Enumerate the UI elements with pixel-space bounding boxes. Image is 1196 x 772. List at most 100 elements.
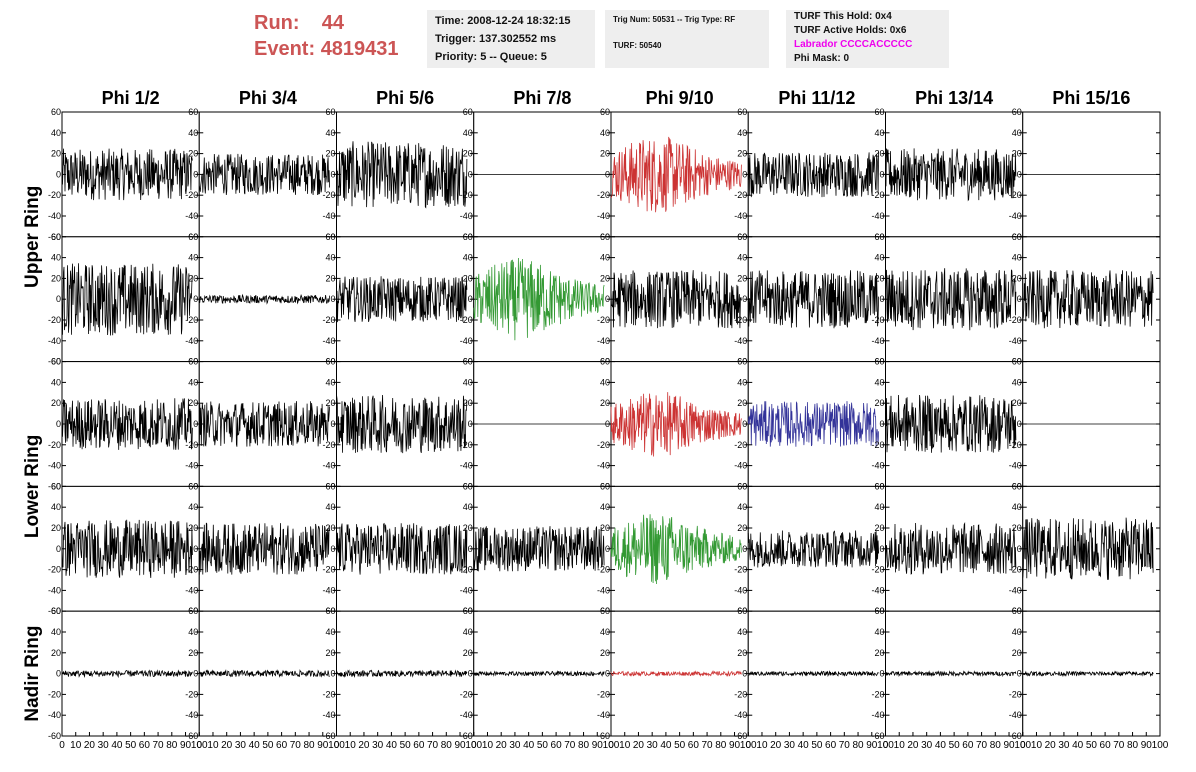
y-tick-label: 0 [879,544,884,554]
y-tick-label: 60 [874,481,884,491]
y-tick-label: 40 [51,253,61,263]
y-tick-label: -20 [460,315,473,325]
y-tick-label: -20 [185,190,198,200]
y-tick-label: -40 [871,211,884,221]
x-tick-label: 10 [894,740,906,751]
y-tick-label: 0 [330,419,335,429]
y-tick-label: 20 [463,273,473,283]
waveform-trace [61,263,193,336]
x-tick-label: 0 [59,740,65,751]
y-tick-label: 20 [600,398,610,408]
waveform-trace [198,401,330,447]
x-tick-label: 60 [413,740,425,751]
run-event-header: Run: 44 Event: 4819431 [254,10,399,62]
y-tick-label: -40 [871,585,884,595]
y-tick-label: -40 [48,336,61,346]
y-tick-label: 60 [463,481,473,491]
y-tick-label: 20 [51,523,61,533]
waveform-trace [885,521,1017,575]
y-tick-label: 40 [51,377,61,387]
y-tick-label: 20 [737,523,747,533]
x-tick-label: 60 [688,740,700,751]
y-tick-label: -20 [322,689,335,699]
y-tick-label: -40 [597,710,610,720]
waveform-trace [61,669,193,679]
y-tick-label: -20 [871,689,884,699]
trigger-text: Trigger: 137.302552 ms [435,33,557,45]
waveform-trace [61,148,193,201]
y-tick-label: -20 [322,315,335,325]
y-tick-label: 20 [463,398,473,408]
y-tick-label: 0 [1017,169,1022,179]
y-tick-label: -60 [48,232,61,242]
x-tick-label: 80 [578,740,590,751]
waveform-trace [336,669,468,678]
y-tick-label: 60 [188,606,198,616]
y-tick-label: 60 [1012,232,1022,242]
turf-info-box: TURF This Hold: 0x4 TURF Active Holds: 0… [786,10,949,68]
y-tick-label: 20 [874,523,884,533]
y-tick-label: -20 [1009,689,1022,699]
y-tick-label: -20 [460,565,473,575]
x-tick-label: 10 [70,740,82,751]
y-tick-label: 20 [188,523,198,533]
x-tick-label: 40 [660,740,672,751]
time-text: Time: 2008-12-24 18:32:15 [435,15,571,27]
y-tick-label: -40 [871,710,884,720]
y-tick-label: 0 [879,294,884,304]
y-tick-label: 20 [600,648,610,658]
y-tick-label: 60 [737,107,747,117]
y-tick-label: 60 [325,357,335,367]
y-tick-label: 40 [1012,128,1022,138]
x-tick-label: 20 [1045,740,1057,751]
y-tick-label: -40 [460,211,473,221]
waveform-trace [61,519,193,578]
y-tick-label: 20 [325,149,335,159]
y-tick-label: -20 [322,190,335,200]
x-tick-label: 10 [345,740,357,751]
y-tick-label: 20 [51,149,61,159]
waveform-trace [61,398,193,450]
y-tick-label: 60 [463,232,473,242]
y-tick-label: 60 [600,107,610,117]
waveform-trace [198,669,330,678]
y-tick-label: 20 [737,273,747,283]
priority-text: Priority: 5 -- Queue: 5 [435,51,547,63]
turf-num-text: TURF: 50540 [613,41,662,50]
y-tick-label: 60 [51,606,61,616]
y-tick-label: 0 [605,169,610,179]
y-tick-label: 0 [330,544,335,554]
y-tick-label: -20 [734,190,747,200]
waveform-trace [336,394,468,454]
x-tick-label: 80 [1127,740,1139,751]
y-tick-label: -60 [734,731,747,741]
y-tick-label: -40 [185,211,198,221]
y-tick-label: -20 [1009,315,1022,325]
y-tick-label: 40 [188,377,198,387]
y-tick-label: 0 [468,294,473,304]
waveform-trace [610,136,742,213]
x-tick-label: 20 [770,740,782,751]
y-tick-label: 0 [1017,544,1022,554]
y-tick-label: 0 [193,169,198,179]
x-tick-label: 40 [249,740,261,751]
x-tick-label: 0 [745,740,751,751]
y-tick-label: 60 [1012,606,1022,616]
y-tick-label: -20 [48,565,61,575]
y-tick-label: 40 [463,128,473,138]
x-tick-label: 30 [784,740,796,751]
y-tick-label: 40 [463,253,473,263]
phi-column-label: Phi 15/16 [1052,88,1130,108]
y-tick-label: 40 [1012,377,1022,387]
